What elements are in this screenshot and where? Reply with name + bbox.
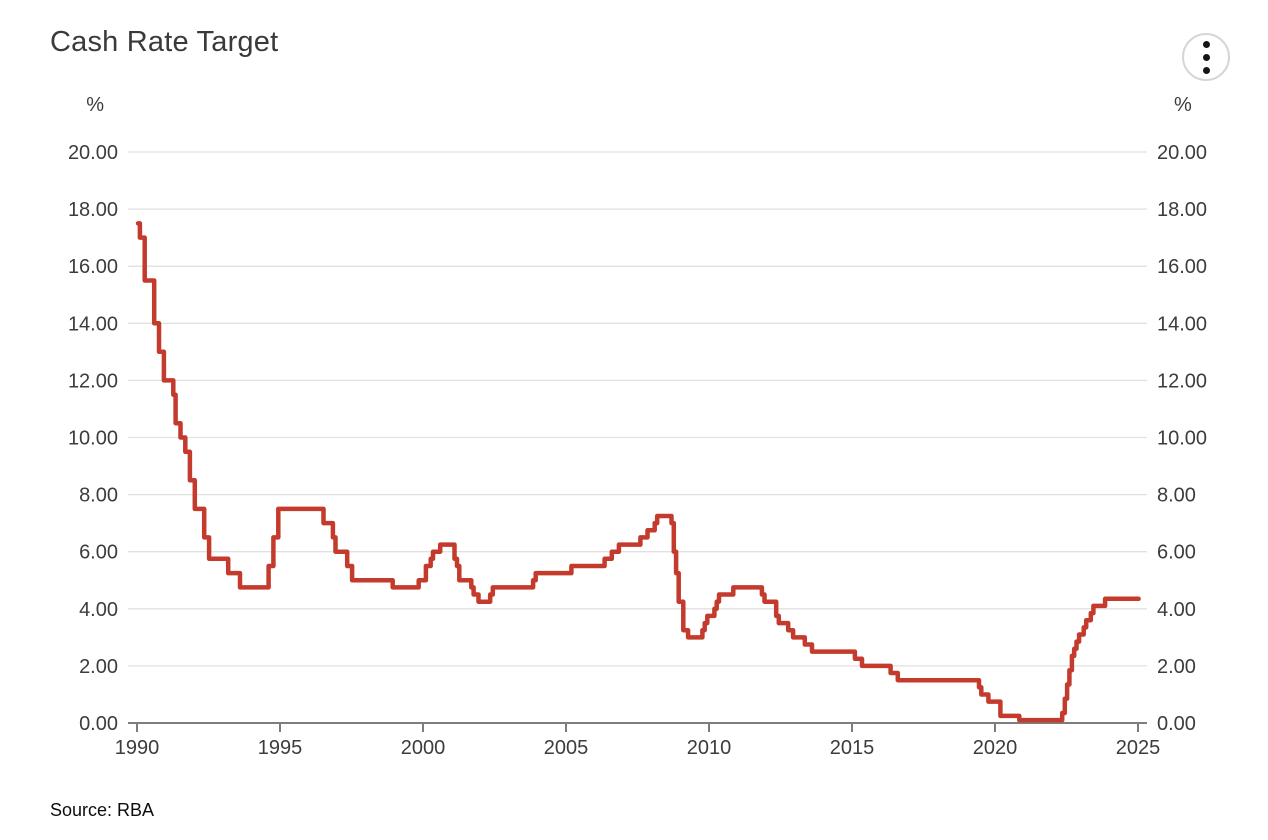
x-tick-label: 2025 bbox=[1116, 737, 1161, 759]
kebab-menu-icon bbox=[1202, 40, 1210, 48]
y-axis-unit-right: % bbox=[1174, 94, 1192, 116]
page-title: Cash Rate Target bbox=[50, 26, 279, 58]
y-tick-label-right: 16.00 bbox=[1157, 256, 1207, 278]
y-tick-label-left: 18.00 bbox=[68, 199, 118, 221]
y-tick-label-left: 8.00 bbox=[79, 485, 118, 507]
y-axis-unit-left: % bbox=[86, 94, 104, 116]
y-tick-label-left: 20.00 bbox=[68, 142, 118, 164]
y-tick-label-right: 0.00 bbox=[1157, 713, 1196, 735]
x-tick-label: 2015 bbox=[830, 737, 875, 759]
y-tick-label-right: 6.00 bbox=[1157, 542, 1196, 564]
y-tick-label-left: 14.00 bbox=[68, 313, 118, 335]
x-tick-label: 2005 bbox=[544, 737, 589, 759]
y-tick-label-left: 12.00 bbox=[68, 370, 118, 392]
y-tick-label-left: 4.00 bbox=[79, 599, 118, 621]
y-tick-label-right: 18.00 bbox=[1157, 199, 1207, 221]
y-tick-label-right: 14.00 bbox=[1157, 313, 1207, 335]
cash-rate-line bbox=[135, 221, 1141, 723]
x-tick-label: 1995 bbox=[258, 737, 303, 759]
y-tick-label-left: 16.00 bbox=[68, 256, 118, 278]
x-tick-label: 2010 bbox=[687, 737, 732, 759]
y-tick-label-right: 12.00 bbox=[1157, 370, 1207, 392]
y-tick-label-right: 20.00 bbox=[1157, 142, 1207, 164]
y-tick-label-right: 8.00 bbox=[1157, 485, 1196, 507]
x-tick-label: 1990 bbox=[115, 737, 160, 759]
y-tick-label-left: 0.00 bbox=[79, 713, 118, 735]
kebab-menu-icon bbox=[1202, 53, 1210, 61]
y-tick-label-right: 10.00 bbox=[1157, 428, 1207, 450]
chart-canvas: 20.00 20.00 18.00 18.00 16.00 16.00 14.00 14.00… bbox=[68, 142, 1207, 759]
source-note: Source: RBA bbox=[50, 800, 155, 820]
y-tick-label-right: 4.00 bbox=[1157, 599, 1196, 621]
y-tick-label-left: 10.00 bbox=[68, 428, 118, 450]
kebab-menu-icon bbox=[1202, 66, 1210, 74]
y-tick-label-left: 6.00 bbox=[79, 542, 118, 564]
y-tick-label-right: 2.00 bbox=[1157, 656, 1196, 678]
more-options-button[interactable] bbox=[1182, 33, 1230, 81]
x-tick-label: 2000 bbox=[401, 737, 446, 759]
y-tick-label-left: 2.00 bbox=[79, 656, 118, 678]
x-tick-label: 2020 bbox=[973, 737, 1018, 759]
